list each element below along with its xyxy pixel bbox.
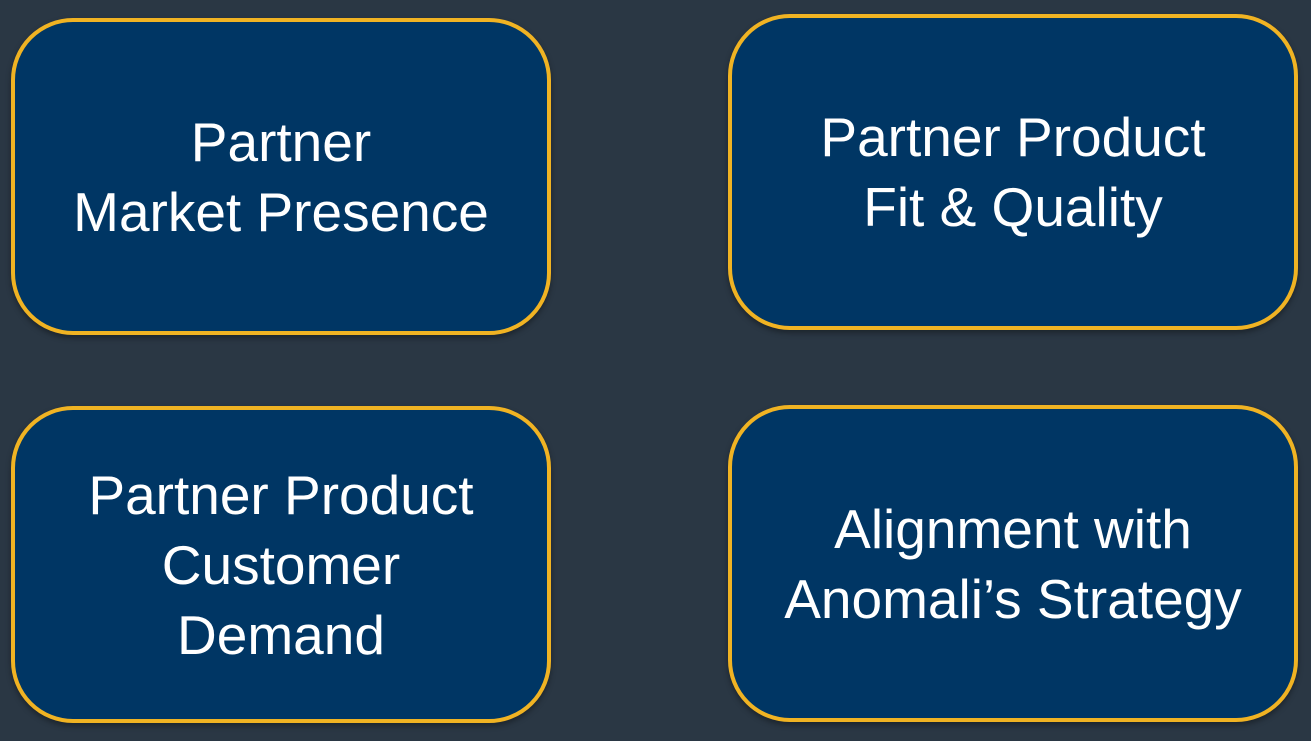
card-partner-product-fit-quality: Partner Product Fit & Quality (728, 14, 1298, 330)
card-alignment-with-strategy: Alignment with Anomali’s Strategy (728, 405, 1298, 722)
card-label: Partner Market Presence (73, 110, 489, 243)
card-label: Partner Product Fit & Quality (820, 106, 1206, 238)
card-label: Alignment with Anomali’s Strategy (784, 497, 1242, 630)
card-label: Partner Product Customer Demand (88, 463, 474, 666)
card-partner-product-customer-demand: Partner Product Customer Demand (11, 406, 551, 723)
card-partner-market-presence: Partner Market Presence (11, 18, 551, 335)
